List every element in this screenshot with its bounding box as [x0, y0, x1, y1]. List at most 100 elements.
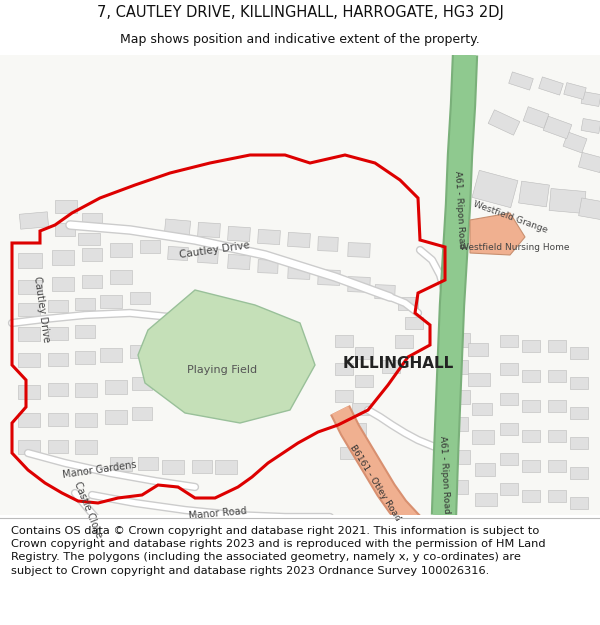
Bar	[82, 248, 102, 261]
Bar	[472, 430, 494, 444]
Bar	[509, 72, 533, 90]
Polygon shape	[0, 55, 600, 515]
Bar	[48, 383, 68, 396]
Bar	[110, 243, 132, 257]
Bar	[100, 348, 122, 362]
Text: Cautley Drive: Cautley Drive	[32, 276, 52, 342]
Bar	[130, 345, 150, 358]
Text: B6161 - Otley Road: B6161 - Otley Road	[348, 443, 402, 522]
Text: Playing Field: Playing Field	[187, 365, 257, 375]
Bar	[75, 351, 95, 364]
Bar	[52, 277, 74, 291]
Bar	[564, 82, 586, 99]
Bar	[130, 292, 150, 304]
Bar	[355, 375, 373, 387]
Bar	[405, 317, 423, 329]
Bar	[110, 270, 132, 284]
Text: A61 - Ripon Road: A61 - Ripon Road	[439, 436, 452, 514]
Bar	[197, 222, 220, 238]
Bar	[75, 413, 97, 427]
Text: Manor Gardens: Manor Gardens	[62, 460, 137, 480]
Text: Cautley Drive: Cautley Drive	[179, 240, 251, 260]
Bar	[48, 300, 68, 312]
Bar	[55, 223, 75, 236]
Bar	[287, 232, 310, 248]
Bar	[523, 107, 549, 128]
Bar	[192, 460, 212, 473]
Bar	[288, 264, 310, 279]
Bar	[468, 343, 488, 356]
Bar	[518, 181, 550, 207]
Bar	[82, 275, 102, 288]
Bar	[570, 347, 588, 359]
Bar	[581, 91, 600, 106]
Text: Contains OS data © Crown copyright and database right 2021. This information is : Contains OS data © Crown copyright and d…	[11, 526, 545, 576]
Bar	[110, 457, 132, 471]
Bar	[475, 493, 497, 506]
Bar	[500, 483, 518, 495]
Bar	[548, 460, 566, 472]
Bar	[132, 407, 152, 420]
Bar	[257, 229, 280, 244]
Bar	[18, 253, 42, 268]
Text: Castle Close: Castle Close	[72, 480, 104, 540]
Text: Westfield Nursing Home: Westfield Nursing Home	[460, 242, 570, 251]
Bar	[500, 393, 518, 405]
Bar	[488, 110, 520, 135]
Bar	[75, 440, 97, 454]
Bar	[570, 497, 588, 509]
Bar	[398, 297, 418, 310]
Text: Manor Road: Manor Road	[188, 506, 247, 521]
Bar	[448, 417, 468, 431]
Bar	[105, 410, 127, 424]
Bar	[570, 407, 588, 419]
Polygon shape	[138, 290, 315, 423]
Bar	[18, 413, 40, 427]
Text: Map shows position and indicative extent of the property.: Map shows position and indicative extent…	[120, 33, 480, 46]
Text: KILLINGHALL: KILLINGHALL	[343, 356, 454, 371]
Text: 7, CAUTLEY DRIVE, KILLINGHALL, HARROGATE, HG3 2DJ: 7, CAUTLEY DRIVE, KILLINGHALL, HARROGATE…	[97, 4, 503, 19]
Bar	[522, 370, 540, 382]
Bar	[167, 246, 188, 261]
Bar	[318, 269, 340, 286]
Bar	[448, 360, 468, 374]
Bar	[548, 370, 566, 382]
Bar	[75, 383, 97, 397]
Bar	[472, 403, 492, 415]
Bar	[548, 430, 566, 442]
Bar	[352, 403, 370, 415]
Bar	[522, 430, 540, 442]
Text: A61 - Ripon Road: A61 - Ripon Road	[454, 171, 467, 249]
Bar	[138, 457, 158, 470]
Bar	[500, 423, 518, 435]
Bar	[18, 280, 42, 294]
Bar	[578, 152, 600, 173]
Bar	[215, 460, 237, 474]
Bar	[448, 480, 468, 494]
Bar	[500, 453, 518, 465]
Bar	[543, 116, 572, 139]
Bar	[570, 377, 588, 389]
Bar	[500, 363, 518, 375]
Bar	[548, 400, 566, 412]
Bar	[548, 340, 566, 352]
Bar	[48, 413, 68, 426]
Bar	[318, 237, 338, 251]
Bar	[105, 380, 127, 394]
Bar	[18, 353, 40, 367]
Bar	[164, 219, 191, 236]
Bar	[340, 447, 358, 459]
Bar	[82, 213, 102, 225]
Bar	[549, 189, 586, 214]
Bar	[539, 77, 563, 95]
Bar	[19, 212, 49, 229]
Bar	[581, 119, 600, 134]
Bar	[468, 373, 490, 386]
Bar	[258, 259, 278, 273]
Bar	[375, 284, 395, 299]
Bar	[395, 335, 413, 348]
Bar	[570, 467, 588, 479]
Bar	[522, 460, 540, 472]
Bar	[227, 254, 250, 269]
Bar	[348, 242, 370, 258]
